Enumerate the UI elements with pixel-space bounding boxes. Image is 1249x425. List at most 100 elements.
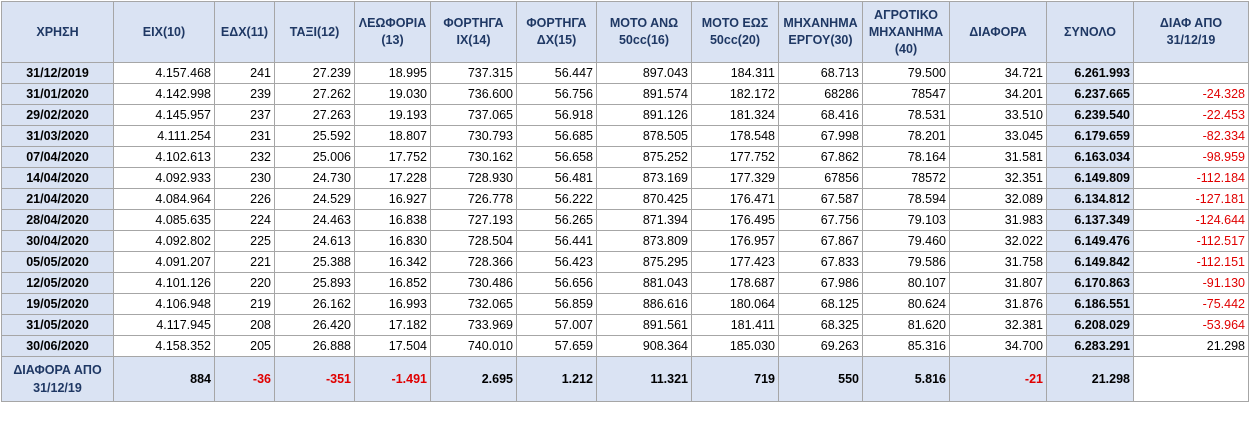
value-cell: 56.222 <box>516 188 597 210</box>
value-cell: 16.342 <box>354 251 431 273</box>
total-cell: 6.149.476 <box>1046 230 1134 252</box>
value-cell: 16.927 <box>354 188 431 210</box>
footer-difference-cell: 21.298 <box>1046 356 1134 402</box>
difference-from-2019-cell: -53.964 <box>1133 314 1249 336</box>
value-cell: 733.969 <box>430 314 517 336</box>
value-cell: 78572 <box>862 167 950 189</box>
date-cell: 14/04/2020 <box>1 167 114 189</box>
table-row: 19/05/2020 4.106.948 219 26.162 16.993 732.06… <box>1 293 1249 315</box>
total-cell: 6.149.842 <box>1046 251 1134 273</box>
value-cell: 67.867 <box>778 230 863 252</box>
footer-difference-cell: -351 <box>274 356 355 402</box>
footer-difference-cell: 11.321 <box>596 356 692 402</box>
value-cell: 182.172 <box>691 83 779 105</box>
value-cell: 875.295 <box>596 251 692 273</box>
difference-from-2019-cell: -22.453 <box>1133 104 1249 126</box>
value-cell: 181.324 <box>691 104 779 126</box>
value-cell: 231 <box>214 125 275 147</box>
difference-from-2019-cell: -82.334 <box>1133 125 1249 147</box>
value-cell: 728.930 <box>430 167 517 189</box>
value-cell: 56.441 <box>516 230 597 252</box>
column-header: ΛΕΩΦΟΡΙΑ (13) <box>354 1 431 63</box>
value-cell: 881.043 <box>596 272 692 294</box>
value-cell: 220 <box>214 272 275 294</box>
value-cell: 4.092.802 <box>113 230 215 252</box>
value-cell: 67.986 <box>778 272 863 294</box>
value-cell: 67856 <box>778 167 863 189</box>
difference-from-2019-cell: -112.151 <box>1133 251 1249 273</box>
date-cell: 05/05/2020 <box>1 251 114 273</box>
value-cell: 27.263 <box>274 104 355 126</box>
value-cell: 16.993 <box>354 293 431 315</box>
value-cell: 730.793 <box>430 125 517 147</box>
value-cell: 908.364 <box>596 335 692 357</box>
date-cell: 31/03/2020 <box>1 125 114 147</box>
value-cell: 737.315 <box>430 62 517 84</box>
value-cell: 68.713 <box>778 62 863 84</box>
value-cell: 32.351 <box>949 167 1047 189</box>
difference-from-2019-cell: -75.442 <box>1133 293 1249 315</box>
value-cell: 225 <box>214 230 275 252</box>
value-cell: 56.656 <box>516 272 597 294</box>
table-header: ΧΡΗΣΗ ΕΙΧ(10) ΕΔΧ(11) ΤΑΞΙ(12) ΛΕΩΦΟΡΙΑ (13)… <box>1 1 1249 63</box>
value-cell: 17.504 <box>354 335 431 357</box>
table-row: 29/02/2020 4.145.957 237 27.263 19.193 737.06… <box>1 104 1249 126</box>
value-cell: 31.807 <box>949 272 1047 294</box>
value-cell: 25.006 <box>274 146 355 168</box>
footer-row: ΔΙΑΦΟΡΑ ΑΠΟ 31/12/19 884 -36 -351 -1.491 2.6… <box>1 356 1249 402</box>
value-cell: 79.500 <box>862 62 950 84</box>
value-cell: 56.265 <box>516 209 597 231</box>
value-cell: 26.888 <box>274 335 355 357</box>
value-cell: 224 <box>214 209 275 231</box>
value-cell: 81.620 <box>862 314 950 336</box>
value-cell: 25.388 <box>274 251 355 273</box>
value-cell: 31.876 <box>949 293 1047 315</box>
value-cell: 78.164 <box>862 146 950 168</box>
column-header: ΕΔΧ(11) <box>214 1 275 63</box>
value-cell: 17.228 <box>354 167 431 189</box>
value-cell: 740.010 <box>430 335 517 357</box>
table-row: 31/01/2020 4.142.998 239 27.262 19.030 736.60… <box>1 83 1249 105</box>
value-cell: 177.752 <box>691 146 779 168</box>
value-cell: 728.366 <box>430 251 517 273</box>
total-cell: 6.163.034 <box>1046 146 1134 168</box>
value-cell: 728.504 <box>430 230 517 252</box>
table-row: 30/06/2020 4.158.352 205 26.888 17.504 740.01… <box>1 335 1249 357</box>
value-cell: 230 <box>214 167 275 189</box>
value-cell: 180.064 <box>691 293 779 315</box>
value-cell: 79.460 <box>862 230 950 252</box>
value-cell: 32.022 <box>949 230 1047 252</box>
table-footer: ΔΙΑΦΟΡΑ ΑΠΟ 31/12/19 884 -36 -351 -1.491 2.6… <box>1 356 1249 402</box>
value-cell: 67.862 <box>778 146 863 168</box>
difference-from-2019-cell: -24.328 <box>1133 83 1249 105</box>
value-cell: 56.685 <box>516 125 597 147</box>
value-cell: 176.495 <box>691 209 779 231</box>
value-cell: 232 <box>214 146 275 168</box>
date-cell: 31/05/2020 <box>1 314 114 336</box>
value-cell: 18.995 <box>354 62 431 84</box>
value-cell: 4.106.948 <box>113 293 215 315</box>
value-cell: 79.586 <box>862 251 950 273</box>
value-cell: 4.102.613 <box>113 146 215 168</box>
value-cell: 25.592 <box>274 125 355 147</box>
value-cell: 31.581 <box>949 146 1047 168</box>
table-body: 31/12/2019 4.157.468 241 27.239 18.995 737.31… <box>1 62 1249 357</box>
column-header: ΜΗΧΑΝΗΜΑ ΕΡΓΟΥ(30) <box>778 1 863 63</box>
value-cell: 221 <box>214 251 275 273</box>
value-cell: 4.085.635 <box>113 209 215 231</box>
difference-from-2019-cell: -98.959 <box>1133 146 1249 168</box>
value-cell: 67.587 <box>778 188 863 210</box>
value-cell: 177.329 <box>691 167 779 189</box>
value-cell: 57.659 <box>516 335 597 357</box>
total-cell: 6.137.349 <box>1046 209 1134 231</box>
value-cell: 730.162 <box>430 146 517 168</box>
column-header: ΤΑΞΙ(12) <box>274 1 355 63</box>
value-cell: 24.730 <box>274 167 355 189</box>
footer-difference-cell: -1.491 <box>354 356 431 402</box>
table-row: 07/04/2020 4.102.613 232 25.006 17.752 730.16… <box>1 146 1249 168</box>
column-header: ΣΥΝΟΛΟ <box>1046 1 1134 63</box>
table-row: 28/04/2020 4.085.635 224 24.463 16.838 727.19… <box>1 209 1249 231</box>
value-cell: 871.394 <box>596 209 692 231</box>
value-cell: 226 <box>214 188 275 210</box>
value-cell: 237 <box>214 104 275 126</box>
